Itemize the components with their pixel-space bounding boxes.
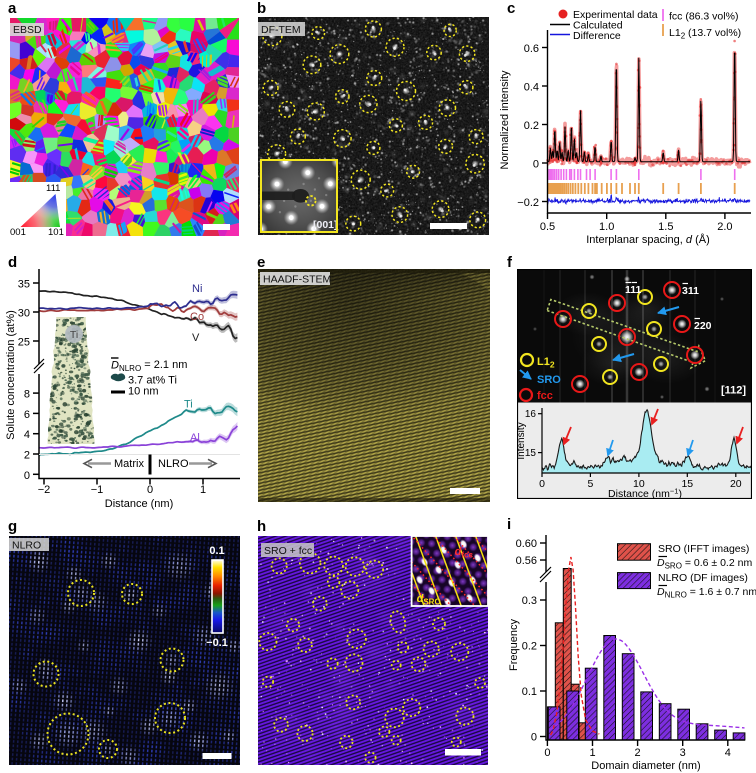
svg-text:V: V bbox=[192, 332, 200, 344]
svg-text:0.60: 0.60 bbox=[516, 538, 537, 550]
svg-text:101: 101 bbox=[48, 227, 64, 236]
svg-text:NLRO (DF images): NLRO (DF images) bbox=[658, 572, 748, 584]
svg-text:DNLRO = 1.6 ± 0.7 nm: DNLRO = 1.6 ± 0.7 nm bbox=[657, 586, 756, 600]
svg-text:5: 5 bbox=[587, 478, 593, 490]
svg-text:111: 111 bbox=[625, 284, 642, 296]
svg-text:Solute concentration (at%): Solute concentration (at%) bbox=[5, 310, 17, 440]
svg-text:[112]: [112] bbox=[721, 385, 746, 397]
svg-text:2: 2 bbox=[24, 450, 30, 462]
svg-text:15: 15 bbox=[525, 448, 537, 459]
svg-text:Calculated: Calculated bbox=[573, 20, 623, 32]
svg-text:Ti: Ti bbox=[70, 329, 78, 341]
svg-text:L12 (13.7 vol%): L12 (13.7 vol%) bbox=[669, 27, 741, 41]
svg-text:15: 15 bbox=[681, 478, 693, 490]
svg-text:Al: Al bbox=[190, 432, 200, 444]
svg-text:2.0: 2.0 bbox=[717, 221, 732, 233]
svg-text:1.0: 1.0 bbox=[599, 221, 614, 233]
svg-text:8: 8 bbox=[24, 389, 30, 401]
svg-text:4: 4 bbox=[725, 747, 731, 759]
svg-text:NLRO: NLRO bbox=[158, 458, 189, 470]
svg-text:Normalized intensity: Normalized intensity bbox=[500, 70, 511, 170]
svg-text:3.7 at% Ti: 3.7 at% Ti bbox=[128, 375, 177, 387]
svg-text:0.2: 0.2 bbox=[522, 641, 537, 653]
svg-text:111: 111 bbox=[46, 183, 60, 194]
svg-text:1: 1 bbox=[589, 747, 595, 759]
svg-text:Interplanar spacing, d (Å): Interplanar spacing, d (Å) bbox=[586, 233, 710, 246]
svg-text:Matrix: Matrix bbox=[114, 458, 144, 470]
svg-text:L12: L12 bbox=[537, 356, 555, 370]
svg-text:DSRO = 0.6 ± 0.2 nm: DSRO = 0.6 ± 0.2 nm bbox=[657, 557, 752, 571]
svg-text:Difference: Difference bbox=[573, 30, 621, 42]
svg-text:16: 16 bbox=[525, 409, 537, 420]
svg-text:HAADF-STEM: HAADF-STEM bbox=[263, 274, 331, 286]
svg-text:0: 0 bbox=[531, 732, 537, 744]
svg-text:Distance (nm−1): Distance (nm−1) bbox=[608, 487, 682, 500]
svg-text:0: 0 bbox=[533, 159, 539, 171]
svg-text:Co: Co bbox=[190, 311, 204, 323]
svg-text:10: 10 bbox=[633, 478, 645, 490]
svg-text:fcc (86.3 vol%): fcc (86.3 vol%) bbox=[669, 11, 738, 23]
svg-text:220: 220 bbox=[694, 320, 712, 332]
svg-text:3: 3 bbox=[680, 747, 686, 759]
svg-text:20: 20 bbox=[730, 478, 742, 490]
svg-text:Frequency: Frequency bbox=[508, 619, 520, 671]
svg-text:−0.2: −0.2 bbox=[517, 197, 539, 209]
svg-text:0.6: 0.6 bbox=[524, 43, 539, 55]
svg-text:SRO (IFFT images): SRO (IFFT images) bbox=[658, 543, 749, 555]
svg-text:0.1: 0.1 bbox=[522, 686, 537, 698]
svg-text:Intensity: Intensity bbox=[517, 422, 527, 459]
svg-text:0.1: 0.1 bbox=[209, 545, 224, 557]
svg-text:001: 001 bbox=[10, 227, 26, 236]
svg-text:Experimental data: Experimental data bbox=[573, 9, 658, 21]
svg-text:NLRO: NLRO bbox=[12, 540, 41, 552]
svg-text:1.5: 1.5 bbox=[658, 221, 673, 233]
svg-text:6: 6 bbox=[24, 409, 30, 421]
svg-text:fcc: fcc bbox=[537, 390, 553, 402]
svg-text:25: 25 bbox=[18, 337, 30, 349]
svg-text:Distance (nm): Distance (nm) bbox=[105, 498, 173, 510]
svg-text:DF-TEM: DF-TEM bbox=[261, 24, 301, 36]
svg-text:Domain diameter (nm): Domain diameter (nm) bbox=[591, 760, 700, 772]
svg-text:30: 30 bbox=[18, 308, 30, 320]
svg-text:0.3: 0.3 bbox=[522, 595, 537, 607]
svg-text:10 nm: 10 nm bbox=[128, 386, 159, 398]
svg-text:SRO: SRO bbox=[537, 374, 561, 386]
svg-text:1: 1 bbox=[200, 484, 206, 496]
svg-text:0.4: 0.4 bbox=[524, 82, 539, 94]
svg-text:0: 0 bbox=[539, 478, 545, 490]
svg-text:Ni: Ni bbox=[192, 283, 202, 295]
svg-text:0: 0 bbox=[24, 470, 30, 482]
svg-text:0: 0 bbox=[147, 484, 153, 496]
svg-text:0.2: 0.2 bbox=[524, 120, 539, 132]
svg-text:35: 35 bbox=[18, 279, 30, 291]
svg-text:[001]: [001] bbox=[313, 219, 338, 231]
svg-text:DNLRO = 2.1 nm: DNLRO = 2.1 nm bbox=[111, 359, 187, 373]
svg-text:0: 0 bbox=[544, 747, 550, 759]
svg-text:EBSD: EBSD bbox=[13, 24, 42, 36]
svg-text:4: 4 bbox=[24, 429, 30, 441]
svg-text:−1: −1 bbox=[91, 484, 104, 496]
svg-text:311: 311 bbox=[682, 285, 699, 297]
svg-text:Ti: Ti bbox=[184, 399, 193, 411]
svg-text:SRO + fcc: SRO + fcc bbox=[264, 545, 312, 557]
svg-text:−0.1: −0.1 bbox=[206, 637, 228, 649]
svg-text:0.56: 0.56 bbox=[516, 555, 537, 567]
svg-text:−2: −2 bbox=[38, 484, 51, 496]
svg-text:2: 2 bbox=[635, 747, 641, 759]
svg-text:0.5: 0.5 bbox=[540, 221, 555, 233]
